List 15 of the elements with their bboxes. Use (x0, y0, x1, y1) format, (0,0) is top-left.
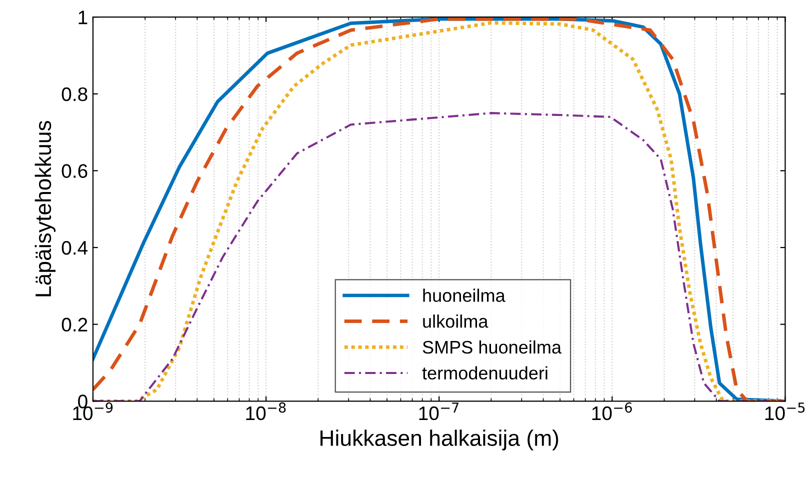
y-tick-label: 0.4 (62, 240, 88, 255)
legend-label: ulkoilma (423, 314, 488, 328)
y-axis-title: Läpäisytehokkuus (34, 120, 56, 296)
legend-label: termodenuuderi (422, 366, 548, 380)
legend-label: SMPS huoneilma (422, 340, 562, 354)
x-tick-label: 10$^{−5}$ (765, 402, 805, 420)
y-tick-label: 0.8 (62, 87, 88, 102)
x-tick-label: 10$^{−8}$ (246, 402, 286, 420)
x-tick-label: 10$^{−7}$ (419, 402, 459, 420)
x-tick-label: 10$^{−6}$ (592, 402, 632, 420)
y-tick-label: 1 (78, 10, 88, 24)
y-tick-label: 0.2 (62, 318, 88, 332)
legend-label: huoneilma (423, 288, 506, 302)
y-tick-label: 0.6 (62, 164, 88, 178)
x-axis-title: Hiukkasen halkaisija (m) (320, 430, 558, 450)
